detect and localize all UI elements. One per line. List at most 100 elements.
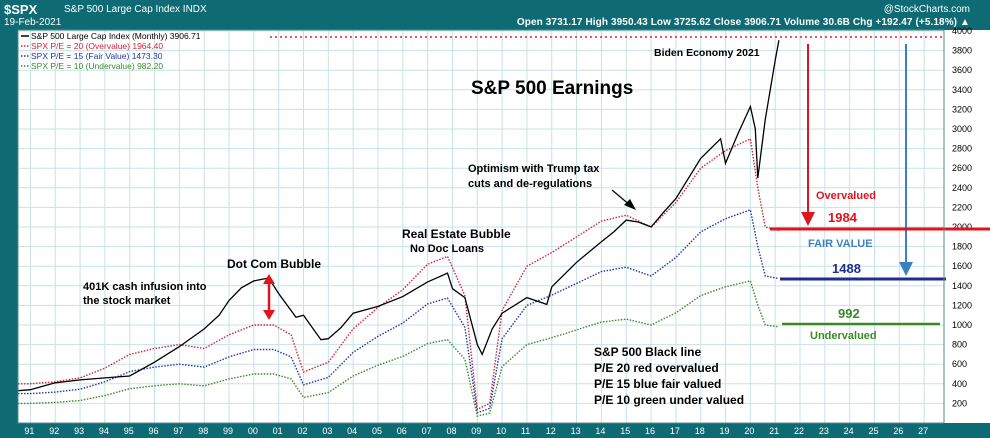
y-tick-label: 3000 [952,124,972,134]
y-tick-label: 400 [952,379,967,389]
x-tick-label: 25 [868,426,878,436]
x-tick-label: 97 [173,426,183,436]
x-tick-label: 18 [695,426,705,436]
series-line-pe15 [18,208,780,414]
y-tick-label: 3200 [952,104,972,114]
x-tick-label: 92 [49,426,59,436]
ohlc-summary: Open 3731.17 High 3950.43 Low 3725.62 Cl… [516,17,970,28]
x-tick-label: 02 [297,426,307,436]
y-tick-label: 600 [952,359,967,369]
x-tick-label: 95 [124,426,134,436]
series-line-index [17,40,780,392]
note-line3: P/E 15 blue fair valued [594,377,721,391]
x-tick-label: 14 [595,426,605,436]
x-tick-label: 06 [397,426,407,436]
label-over-value: 1984 [828,210,858,225]
note-line1: S&P 500 Black line [594,345,702,359]
x-tick-label: 96 [149,426,159,436]
x-tick-label: 94 [99,426,109,436]
y-tick-label: 2000 [952,222,972,232]
x-tick-label: 24 [844,426,854,436]
x-tick-label: 23 [819,426,829,436]
y-tick-label: 1000 [952,320,972,330]
x-tick-label: 13 [571,426,581,436]
legend: S&P 500 Large Cap Index (Monthly) 3906.7… [21,31,201,71]
y-tick-label: 1400 [952,281,972,291]
x-tick-label: 01 [273,426,283,436]
note-line2: P/E 20 red overvalued [594,361,719,375]
annotation-trump-line1: Optimism with Trump tax [468,163,600,175]
x-tick-label: 10 [496,426,506,436]
index-name: S&P 500 Large Cap Index INDX [64,4,207,15]
x-tick-label: 12 [546,426,556,436]
index-name-text: S&P 500 Large Cap Index [64,4,181,15]
x-tick-label: 91 [24,426,34,436]
x-tick-label: 99 [223,426,233,436]
overvalued-arrow-head-icon [801,212,815,226]
y-axis-panel [944,30,990,423]
annotation-dotcom: Dot Com Bubble [227,257,321,271]
series-line-pe10 [18,280,779,417]
x-tick-label: 20 [744,426,754,436]
legend-entry-pe20: SPX P/E = 20 (Overvalue) 1964.40 [31,41,163,51]
x-tick-label: 08 [446,426,456,436]
x-tick-label: 98 [198,426,208,436]
y-tick-label: 3400 [952,85,972,95]
axis-ticks: 2004006008001000120014001600180020002200… [24,26,972,436]
annotation-realestate-line2: No Doc Loans [410,243,484,255]
dotcom-arrow-down-icon [263,310,275,320]
watermark: @StockCharts.com [883,4,970,15]
annotation-realestate-line1: Real Estate Bubble [402,227,511,241]
fairvalue-arrow-head-icon [899,262,913,276]
x-tick-label: 05 [372,426,382,436]
ticker-symbol: $SPX [4,2,38,17]
label-under-number: 992 [838,306,860,321]
label-fair-number: 1488 [832,261,861,276]
plot-border [17,29,945,424]
y-tick-label: 800 [952,340,967,350]
x-tick-label: 03 [322,426,332,436]
series-lines [17,40,780,417]
y-tick-label: 3600 [952,65,972,75]
label-fair-value: FAIR VALUE [808,238,873,250]
x-tick-label: 07 [422,426,432,436]
label-overvalued: Overvalued [816,190,876,202]
x-tick-label: 26 [893,426,903,436]
y-tick-label: 1600 [952,261,972,271]
x-tick-label: 19 [720,426,730,436]
x-tick-label: 11 [521,426,530,436]
x-tick-label: 17 [670,426,680,436]
legend-entry-pe10: SPX P/E = 10 (Undervalue) 982.20 [31,61,163,71]
label-undervalued: Undervalued [810,330,877,342]
y-tick-label: 4000 [952,26,972,36]
annotation-401k-line2: the stock market [83,295,171,307]
annotation-trump-line2: cuts and de-regulations [468,178,592,190]
x-tick-label: 00 [248,426,258,436]
legend-entry-pe15: SPX P/E = 15 (Fair Value) 1473.30 [31,51,163,61]
exchange-label: INDX [182,4,207,15]
annotation-401k-line1: 401K cash infusion into [83,281,207,293]
annotation-biden: Biden Economy 2021 [654,47,760,59]
y-tick-label: 1800 [952,242,972,252]
x-tick-label: 21 [769,426,779,436]
x-tick-label: 27 [918,426,928,436]
dotcom-arrow-up-icon [263,274,275,284]
x-tick-label: 22 [794,426,804,436]
y-tick-label: 2800 [952,144,972,154]
y-tick-label: 2400 [952,183,972,193]
legend-entry-index: S&P 500 Large Cap Index (Monthly) 3906.7… [31,31,201,41]
x-tick-label: 09 [471,426,481,436]
x-tick-label: 04 [347,426,357,436]
y-tick-label: 2600 [952,163,972,173]
y-tick-label: 1200 [952,300,972,310]
y-tick-label: 2200 [952,202,972,212]
y-tick-label: 200 [952,398,967,408]
x-tick-label: 15 [620,426,630,436]
y-tick-label: 3800 [952,46,972,56]
trump-pointer-arrowhead [624,199,636,210]
note-line4: P/E 10 green under valued [594,393,744,407]
chart-title: S&P 500 Earnings [471,78,633,99]
grid-lines [18,30,990,423]
